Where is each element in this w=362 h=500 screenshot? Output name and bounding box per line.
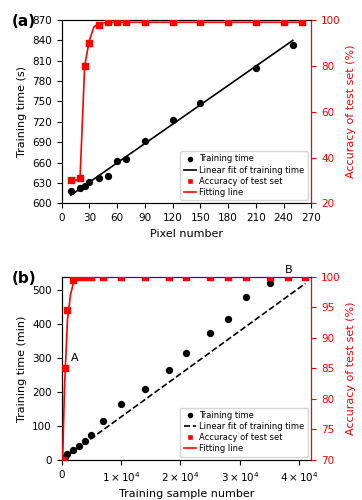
Y-axis label: Training time (s): Training time (s): [17, 66, 26, 157]
X-axis label: Pixel number: Pixel number: [150, 228, 223, 238]
Point: [197, 18, 203, 26]
Point: [118, 272, 124, 280]
Point: [71, 446, 76, 454]
Point: [170, 116, 176, 124]
Point: [184, 272, 189, 280]
Point: [64, 450, 70, 458]
Point: [166, 272, 172, 280]
Point: [100, 417, 106, 425]
Point: [225, 272, 231, 280]
Point: [60, 456, 66, 464]
Point: [267, 272, 273, 280]
Point: [105, 18, 111, 26]
Point: [60, 456, 66, 464]
Point: [170, 18, 176, 26]
Point: [71, 276, 76, 283]
Point: [303, 272, 308, 280]
Text: (b): (b): [12, 271, 36, 286]
Point: [96, 20, 101, 28]
Point: [82, 62, 88, 70]
Text: B: B: [285, 265, 292, 275]
Point: [243, 272, 249, 280]
Point: [142, 137, 148, 145]
Legend: Training time, Linear fit of training time, Accuracy of test set, Fitting line: Training time, Linear fit of training ti…: [180, 408, 308, 457]
Point: [285, 266, 290, 274]
Point: [184, 349, 189, 357]
Point: [87, 39, 92, 47]
Point: [207, 272, 213, 280]
Point: [62, 454, 67, 462]
Point: [114, 18, 120, 26]
Point: [114, 156, 120, 164]
Point: [76, 272, 82, 280]
Point: [87, 178, 92, 186]
X-axis label: Training sample number: Training sample number: [119, 489, 254, 499]
Point: [225, 315, 231, 323]
Point: [62, 364, 67, 372]
Point: [77, 174, 83, 182]
Point: [123, 18, 129, 26]
Point: [253, 18, 259, 26]
Point: [88, 430, 94, 438]
Point: [96, 174, 101, 182]
Point: [142, 272, 148, 280]
Point: [207, 328, 213, 336]
Legend: Training time, Linear fit of training time, Accuracy of test set, Fitting line: Training time, Linear fit of training ti…: [180, 151, 308, 200]
Point: [100, 272, 106, 280]
Point: [68, 187, 74, 195]
Point: [82, 182, 88, 190]
Point: [142, 18, 148, 26]
Point: [123, 154, 129, 162]
Point: [76, 442, 82, 450]
Y-axis label: Accuracy of test set (%): Accuracy of test set (%): [346, 302, 356, 435]
Text: A: A: [71, 353, 78, 363]
Point: [83, 272, 88, 280]
Point: [68, 176, 74, 184]
Point: [83, 438, 88, 446]
Point: [281, 18, 286, 26]
Point: [77, 184, 83, 192]
Point: [118, 400, 124, 408]
Point: [225, 18, 231, 26]
Point: [267, 280, 273, 287]
Point: [299, 18, 305, 26]
Y-axis label: Training time (min): Training time (min): [17, 315, 27, 422]
Point: [88, 272, 94, 280]
Y-axis label: Accuracy of test set (%): Accuracy of test set (%): [346, 45, 356, 178]
Point: [290, 41, 296, 49]
Point: [105, 172, 111, 180]
Point: [285, 272, 290, 280]
Point: [64, 306, 70, 314]
Point: [243, 293, 249, 301]
Point: [197, 99, 203, 107]
Point: [253, 64, 259, 72]
Point: [166, 366, 172, 374]
Point: [142, 384, 148, 392]
Text: (a): (a): [12, 14, 36, 30]
Point: [303, 249, 308, 257]
